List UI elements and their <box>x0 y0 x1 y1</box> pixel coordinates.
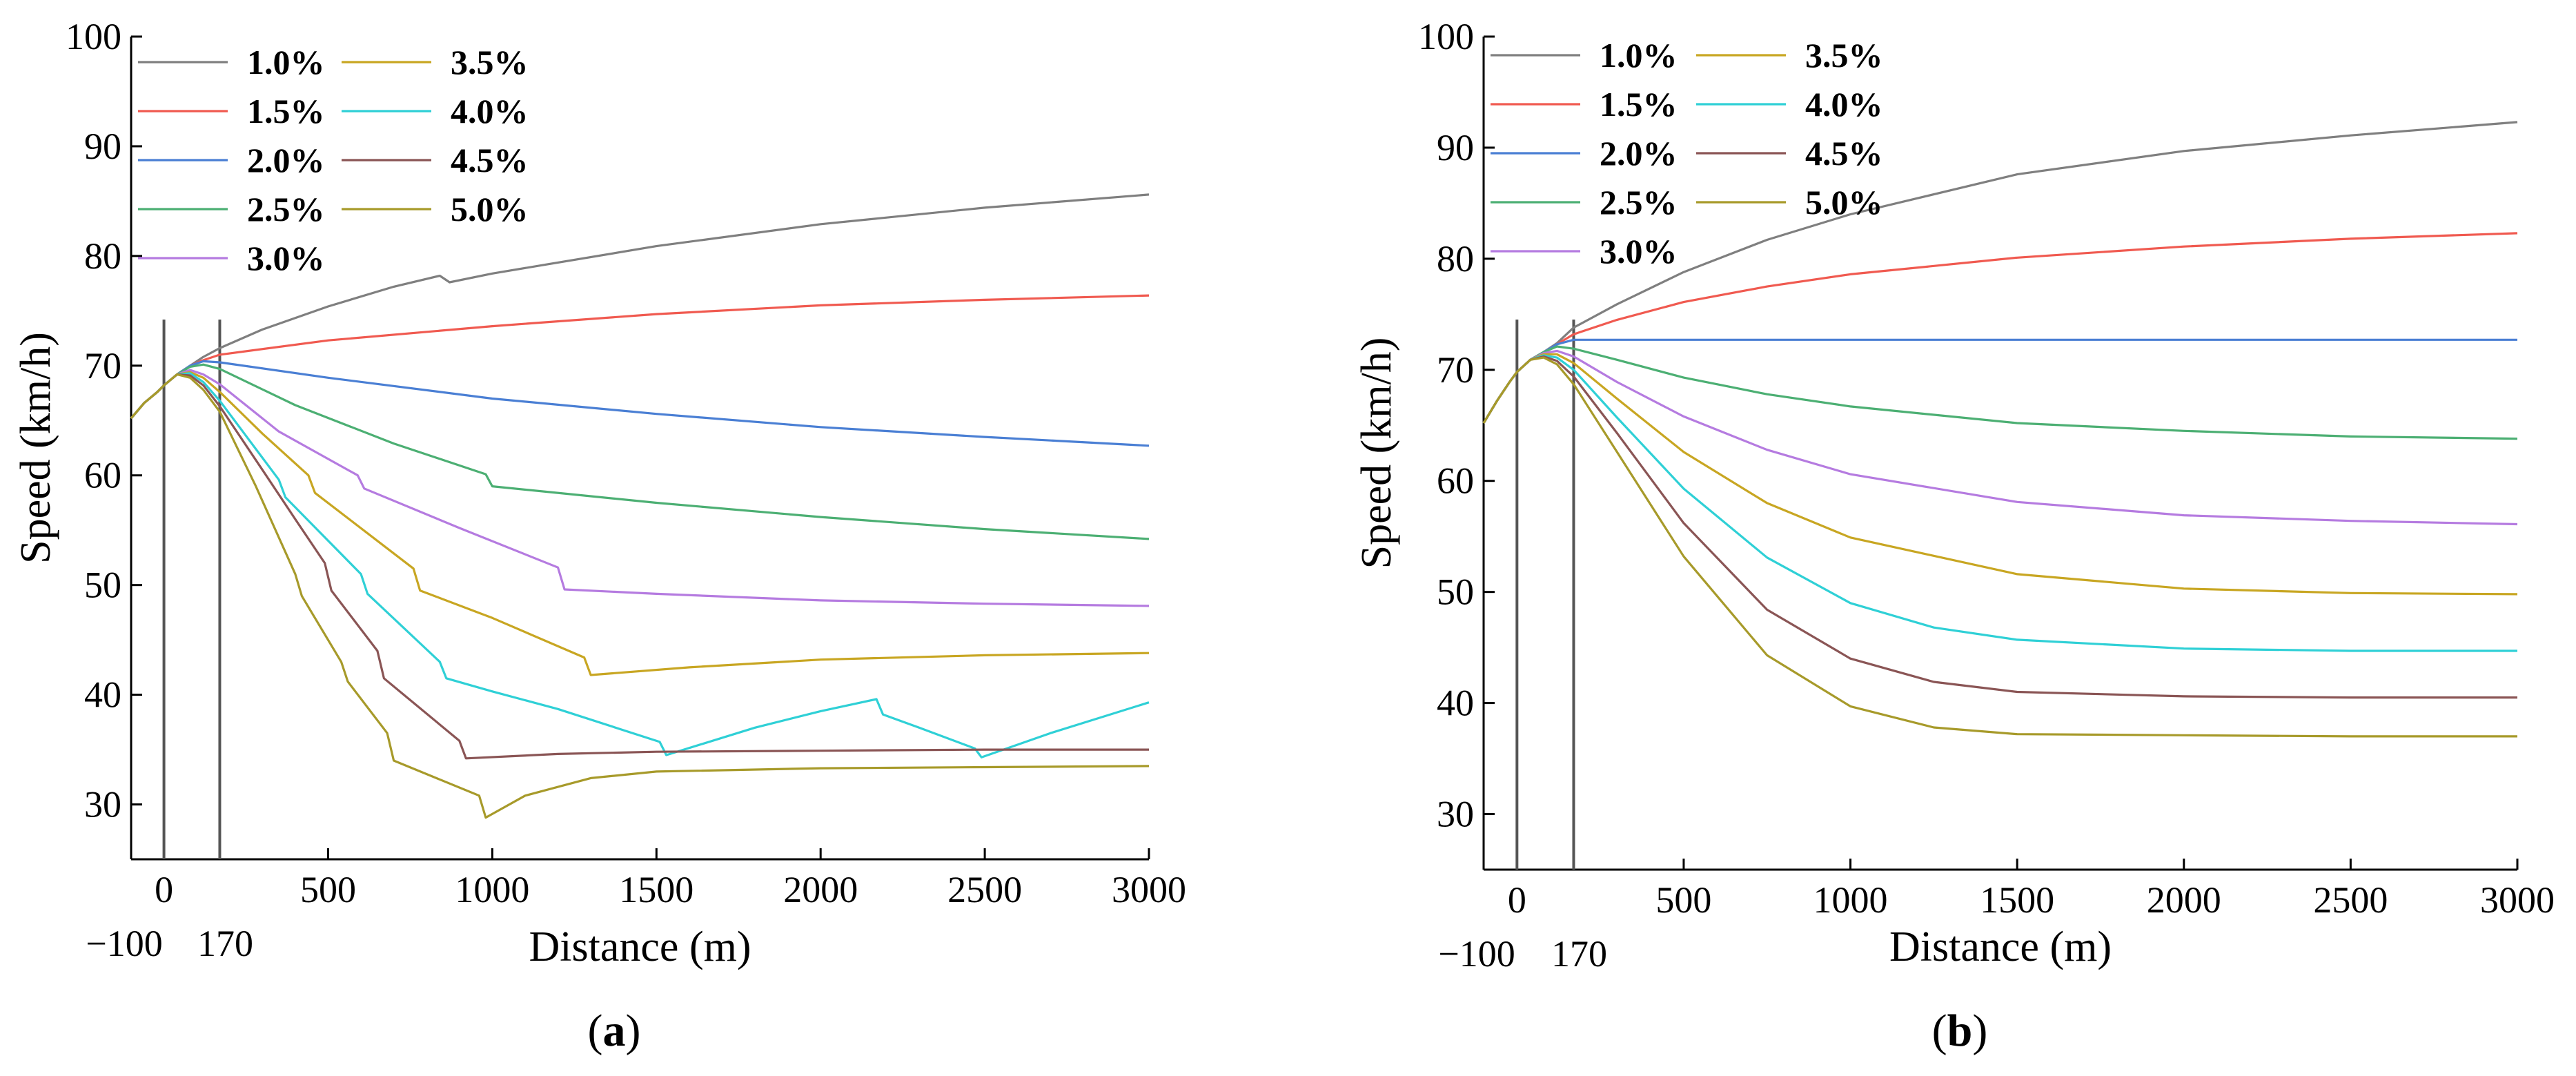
legend-label: 3.5% <box>451 43 529 81</box>
legend-label: 2.0% <box>1600 134 1678 173</box>
y-axis-title: Speed (km/h) <box>1353 338 1400 569</box>
legend-label: 2.5% <box>247 190 325 228</box>
x-tick-label: 1500 <box>1980 879 2054 921</box>
series-line-3-5pct <box>130 371 1150 676</box>
legend-label: 1.5% <box>1600 85 1678 124</box>
series-line-4-5pct <box>130 373 1149 760</box>
legend-label: 4.5% <box>1805 134 1883 173</box>
x-tick-label: 2000 <box>783 869 858 910</box>
x-axis-title: Distance (m) <box>529 923 751 970</box>
series-line-4-5pct <box>1482 355 2517 699</box>
y-tick-label: 80 <box>1437 238 1474 280</box>
legend-label: 3.0% <box>1600 232 1678 271</box>
y-tick-label: 70 <box>84 345 121 387</box>
y-tick-label: 90 <box>84 126 121 167</box>
legend-label: 4.5% <box>451 141 529 179</box>
x-tick-label: 3000 <box>1112 869 1186 910</box>
x-extra-label-170: 170 <box>197 923 253 964</box>
y-tick-label: 40 <box>84 674 121 716</box>
series-line-3-0pct <box>130 369 1150 607</box>
legend-label: 5.0% <box>451 190 529 228</box>
y-tick-label: 50 <box>84 565 121 606</box>
series-line-4-0pct <box>1482 354 2517 652</box>
x-extra-label-start: −100 <box>86 923 162 964</box>
legend-label: 4.0% <box>451 92 529 130</box>
x-tick-label: 0 <box>1508 879 1526 921</box>
legend-label: 5.0% <box>1805 183 1883 222</box>
x-tick-label: 2500 <box>2313 879 2388 921</box>
legend-label: 1.5% <box>247 92 325 130</box>
y-tick-label: 40 <box>1437 683 1474 724</box>
series-line-5-0pct <box>130 373 1150 819</box>
y-tick-label: 70 <box>1437 349 1474 391</box>
x-tick-label: 1500 <box>619 869 694 910</box>
x-tick-label: 500 <box>300 869 356 910</box>
y-tick-label: 30 <box>1437 794 1474 835</box>
legend-label: 1.0% <box>247 43 325 81</box>
series-line-5-0pct <box>1482 356 2517 738</box>
y-tick-label: 50 <box>1437 571 1474 613</box>
legend-label: 4.0% <box>1805 85 1883 124</box>
panel-label: (a) <box>588 1006 641 1056</box>
series-line-3-5pct <box>1482 353 2518 596</box>
x-extra-label-170: 170 <box>1551 933 1607 975</box>
series-line-2-0pct <box>1482 338 2517 424</box>
x-tick-label: 2000 <box>2147 879 2221 921</box>
x-tick-label: 1000 <box>455 869 529 910</box>
x-tick-label: 0 <box>155 869 173 910</box>
y-tick-label: 90 <box>1437 127 1474 168</box>
panel-label: (b) <box>1932 1006 1988 1056</box>
x-tick-label: 1000 <box>1813 879 1888 921</box>
x-tick-label: 500 <box>1655 879 1711 921</box>
x-extra-label-start: −100 <box>1438 933 1515 975</box>
legend-label: 3.5% <box>1805 36 1883 75</box>
y-tick-label: 100 <box>1418 16 1474 57</box>
y-tick-label: 60 <box>1437 460 1474 502</box>
x-axis-title: Distance (m) <box>1889 923 2112 970</box>
legend-label: 2.5% <box>1600 183 1678 222</box>
x-tick-label: 3000 <box>2480 879 2555 921</box>
y-tick-label: 60 <box>84 455 121 496</box>
legend-label: 2.0% <box>247 141 325 179</box>
legend-label: 3.0% <box>247 239 325 277</box>
y-tick-label: 30 <box>84 784 121 825</box>
y-tick-label: 80 <box>84 235 121 277</box>
series-line-4-0pct <box>130 372 1150 759</box>
legend-label: 1.0% <box>1600 36 1678 75</box>
y-tick-label: 100 <box>66 16 121 57</box>
y-axis-title: Speed (km/h) <box>12 332 59 564</box>
x-tick-label: 2500 <box>947 869 1022 910</box>
